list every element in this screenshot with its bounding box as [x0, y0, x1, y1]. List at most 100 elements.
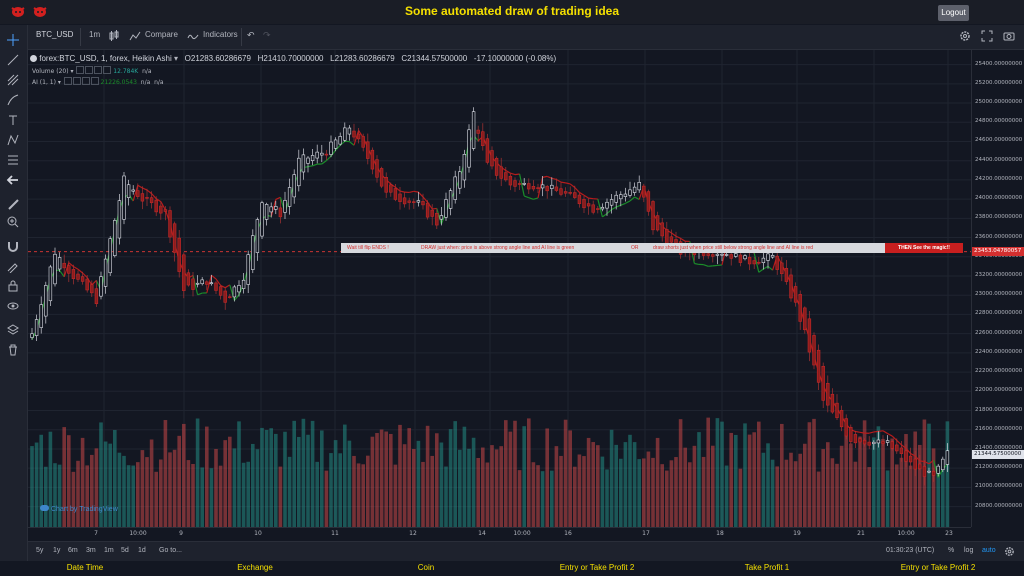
volume-bar	[62, 427, 66, 527]
eye-toggle-icon[interactable]	[63, 77, 72, 85]
range-3m[interactable]: 3m	[86, 547, 96, 554]
watermark-text[interactable]: Chart by TradingView	[50, 506, 118, 513]
range-5d[interactable]: 5d	[121, 547, 129, 554]
price-chart-svg[interactable]	[28, 50, 971, 527]
pitchfork-icon[interactable]	[6, 73, 20, 87]
ai-line-segment	[758, 268, 764, 273]
zoom-in-icon[interactable]	[6, 215, 20, 229]
close-toggle-icon[interactable]	[94, 66, 103, 74]
volume-bar	[329, 453, 333, 527]
volume-bar	[766, 443, 770, 527]
ai-line-segment	[579, 191, 585, 196]
axis-settings-gear-icon[interactable]	[1004, 546, 1015, 557]
goto-button[interactable]: Go to...	[159, 547, 182, 554]
volume-bar	[738, 468, 743, 527]
indicators-button[interactable]: Indicators	[203, 30, 238, 39]
text-tool-icon[interactable]	[6, 113, 20, 127]
volume-bar	[407, 428, 411, 527]
candle-body	[527, 183, 531, 190]
redo-button[interactable]: ↷	[263, 30, 271, 40]
price-tick-label: 24400.00000000	[975, 156, 1023, 163]
ruler-icon[interactable]	[6, 197, 20, 211]
candle-body	[393, 188, 398, 200]
ai-line-segment	[753, 252, 760, 273]
settings-toggle-icon[interactable]	[72, 77, 81, 85]
volume-bar	[729, 432, 733, 527]
utc-clock[interactable]: 01:30:23 (UTC)	[886, 547, 935, 554]
interval-button[interactable]: 1m	[89, 30, 101, 39]
candle-body	[715, 253, 720, 256]
fullscreen-icon[interactable]	[981, 30, 993, 42]
eye-toggle-icon[interactable]	[76, 66, 85, 74]
crosshair-icon[interactable]	[6, 33, 20, 47]
indicators-icon[interactable]	[187, 30, 199, 42]
volume-bar	[241, 462, 246, 527]
compare-icon[interactable]	[129, 30, 141, 42]
price-axis[interactable]: 25400.00000000 25200.00000000 25000.000000…	[971, 50, 1024, 527]
eye-icon[interactable]	[6, 299, 20, 313]
volume-bar	[651, 457, 655, 527]
trend-line-icon[interactable]	[6, 53, 20, 67]
volume-bar	[136, 462, 140, 527]
chart-pane[interactable]	[28, 50, 971, 527]
legend-low: L21283.60286679	[330, 54, 395, 63]
more-toggle-icon[interactable]	[90, 77, 99, 85]
volume-bar	[577, 454, 582, 527]
volume-bar	[352, 455, 356, 527]
volume-bar	[338, 453, 342, 527]
legend-symbol[interactable]: forex:BTC_USD, 1, forex, Heikin Ashi	[39, 54, 172, 63]
volume-bar	[734, 434, 738, 527]
ai-legend-title[interactable]: AI (1, 1)	[32, 79, 56, 86]
settings-gear-icon[interactable]	[959, 30, 971, 42]
candle-body	[430, 209, 434, 217]
candle-body	[57, 257, 62, 270]
auto-toggle[interactable]: auto	[982, 547, 996, 554]
back-arrow-icon[interactable]	[6, 173, 20, 187]
log-toggle[interactable]: log	[964, 547, 974, 554]
trash-icon[interactable]	[6, 343, 20, 357]
compare-button[interactable]: Compare	[145, 30, 178, 39]
volume-bar	[402, 444, 407, 527]
symbol-search-button[interactable]: BTC_USD	[36, 30, 74, 39]
range-6m[interactable]: 6m	[68, 547, 78, 554]
candle-body	[600, 206, 605, 210]
settings-toggle-icon[interactable]	[85, 66, 94, 74]
candle-body	[241, 279, 246, 289]
bull-logo-icon[interactable]	[32, 4, 48, 18]
magnet-icon[interactable]	[6, 239, 20, 253]
candle-body	[329, 141, 333, 155]
range-1d[interactable]: 1d	[138, 547, 146, 554]
volume-bar	[306, 434, 310, 527]
volume-bar	[913, 431, 917, 527]
candle-body	[812, 335, 816, 366]
volume-bar	[57, 464, 62, 527]
percent-toggle[interactable]: %	[948, 547, 955, 554]
stay-drawing-icon[interactable]	[6, 259, 20, 273]
prediction-icon[interactable]	[6, 153, 20, 167]
logout-button[interactable]: Logout	[938, 5, 969, 21]
candles-style-icon[interactable]	[108, 30, 120, 42]
close-toggle-icon[interactable]	[81, 77, 90, 85]
layers-icon[interactable]	[6, 323, 20, 337]
volume-bar	[849, 443, 853, 527]
time-axis[interactable]: 7 10:00 9 10 11 12 14 10:00 16 17 18 19 21 10:00 23	[28, 527, 971, 542]
volume-bar	[260, 427, 264, 527]
volume-bar	[770, 459, 775, 527]
time-tick-label: 7	[94, 530, 98, 537]
pattern-icon[interactable]	[6, 133, 20, 147]
brush-icon[interactable]	[6, 93, 20, 107]
undo-button[interactable]: ↶	[247, 30, 255, 40]
bull-logo-icon[interactable]	[10, 4, 26, 18]
range-1m[interactable]: 1m	[104, 547, 114, 554]
range-1y[interactable]: 1y	[53, 547, 61, 554]
camera-snapshot-icon[interactable]	[1003, 30, 1015, 42]
range-5y[interactable]: 5y	[36, 547, 44, 554]
volume-legend-title[interactable]: Volume (20)	[32, 68, 69, 75]
more-toggle-icon[interactable]	[103, 66, 112, 74]
volume-bar	[320, 430, 324, 527]
lock-icon[interactable]	[6, 279, 20, 293]
candle-body	[490, 150, 494, 167]
tradingview-watermark[interactable]: Chart by TradingView	[40, 505, 118, 513]
ai-line-segment	[514, 173, 520, 176]
ai-line-segment	[224, 284, 231, 289]
